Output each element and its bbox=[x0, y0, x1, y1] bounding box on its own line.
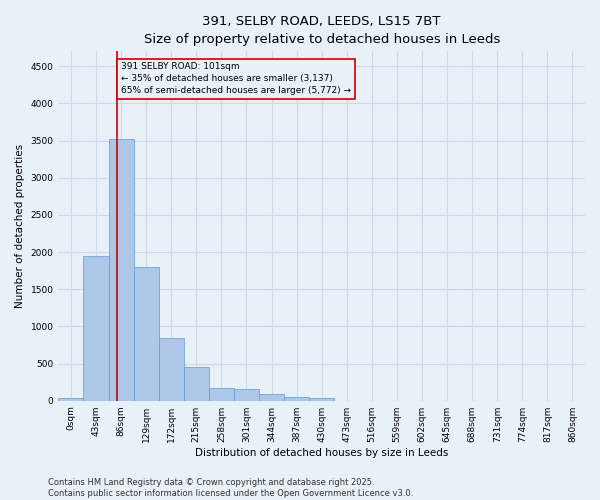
Bar bbox=[284, 397, 309, 400]
Bar bbox=[159, 338, 184, 400]
Bar bbox=[83, 256, 109, 400]
Bar bbox=[234, 389, 259, 400]
Bar bbox=[259, 394, 284, 400]
X-axis label: Distribution of detached houses by size in Leeds: Distribution of detached houses by size … bbox=[195, 448, 448, 458]
Y-axis label: Number of detached properties: Number of detached properties bbox=[15, 144, 25, 308]
Bar bbox=[58, 398, 83, 400]
Bar bbox=[184, 368, 209, 400]
Bar bbox=[309, 398, 334, 400]
Bar bbox=[109, 139, 134, 400]
Bar bbox=[134, 267, 159, 400]
Text: Contains HM Land Registry data © Crown copyright and database right 2025.
Contai: Contains HM Land Registry data © Crown c… bbox=[48, 478, 413, 498]
Text: 391 SELBY ROAD: 101sqm
← 35% of detached houses are smaller (3,137)
65% of semi-: 391 SELBY ROAD: 101sqm ← 35% of detached… bbox=[121, 62, 351, 95]
Title: 391, SELBY ROAD, LEEDS, LS15 7BT
Size of property relative to detached houses in: 391, SELBY ROAD, LEEDS, LS15 7BT Size of… bbox=[143, 15, 500, 46]
Bar bbox=[209, 388, 234, 400]
